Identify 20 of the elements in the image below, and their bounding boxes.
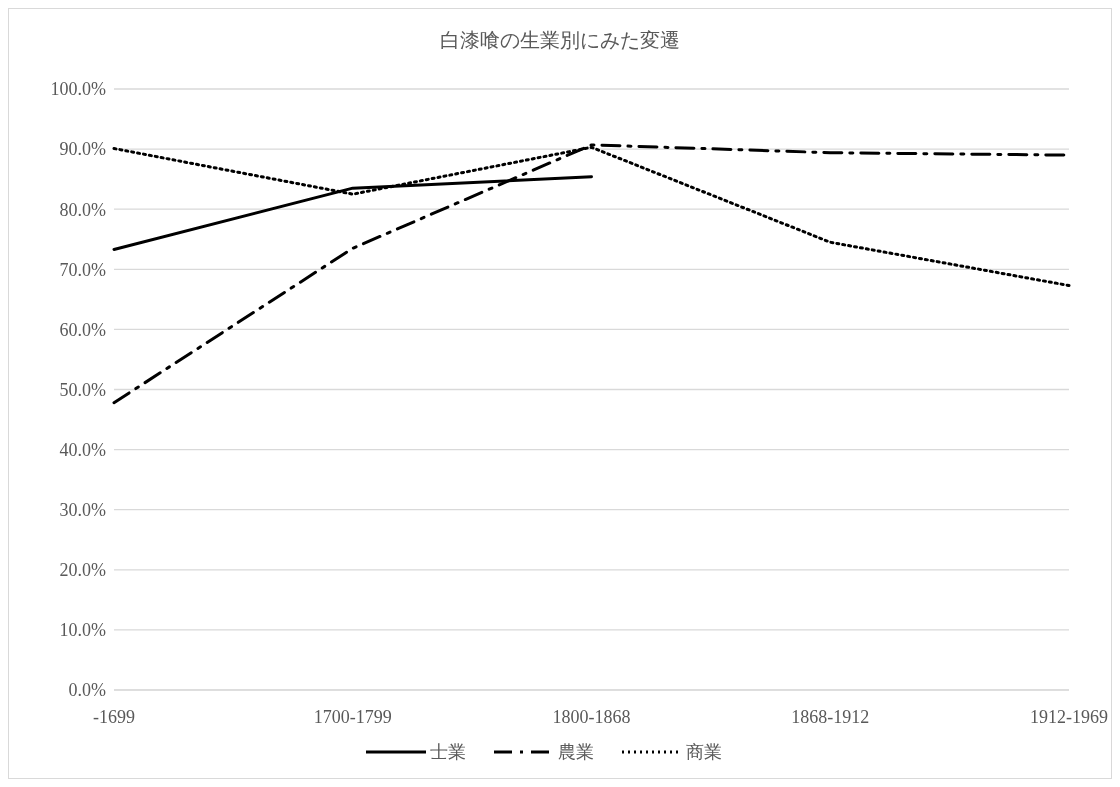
y-tick-label: 80.0% — [59, 199, 106, 220]
y-tick-label: 30.0% — [59, 500, 106, 521]
legend-label: 士業 — [430, 741, 466, 764]
y-tick-label: 50.0% — [59, 379, 106, 400]
x-tick-label: 1800-1868 — [552, 706, 631, 727]
y-tick-label: 20.0% — [59, 560, 106, 581]
y-tick-label: 40.0% — [59, 439, 106, 460]
y-tick-label: 70.0% — [59, 259, 106, 280]
chart-title: 白漆喰の生業別にみた変遷 — [439, 28, 681, 53]
y-tick-label: 0.0% — [68, 680, 106, 701]
x-tick-label: 1700-1799 — [313, 706, 392, 727]
y-tick-label: 100.0% — [50, 79, 106, 100]
legend-label: 農業 — [558, 741, 594, 764]
y-tick-label: 10.0% — [59, 620, 106, 641]
y-tick-label: 90.0% — [59, 139, 106, 160]
x-tick-label: -1699 — [93, 706, 135, 727]
y-tick-label: 60.0% — [59, 319, 106, 340]
x-tick-label: 1912-1969 — [1030, 706, 1108, 727]
legend-label: 商業 — [686, 741, 722, 764]
x-tick-label: 1868-1912 — [791, 706, 870, 727]
